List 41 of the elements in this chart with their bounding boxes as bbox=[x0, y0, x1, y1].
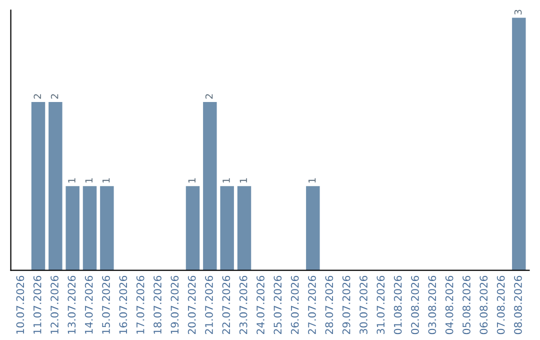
x-tick-label: 14.07.2026 bbox=[84, 276, 93, 334]
x-tick-label: 10.07.2026 bbox=[16, 276, 24, 334]
x-tick-label: 18.07.2026 bbox=[154, 276, 162, 334]
x-tick-label: 24.07.2026 bbox=[256, 276, 264, 334]
x-tick-label: 02.08.2026 bbox=[411, 276, 419, 334]
x-tick-label: 03.08.2026 bbox=[428, 276, 436, 334]
x-tick-label: 22.07.2026 bbox=[222, 276, 230, 334]
x-tick-label: 06.08.2026 bbox=[480, 276, 488, 334]
data-label: 2 bbox=[50, 94, 58, 99]
x-tick-label: 27.07.2026 bbox=[308, 276, 316, 334]
data-label: 1 bbox=[188, 178, 196, 183]
data-label: 1 bbox=[308, 178, 316, 183]
x-tick-label: 29.07.2026 bbox=[342, 276, 350, 334]
x-tick-label: 25.07.2026 bbox=[274, 276, 282, 334]
data-label: 1 bbox=[68, 178, 76, 183]
x-tick-label: 11.07.2026 bbox=[33, 276, 42, 334]
x-tick-label: 28.07.2026 bbox=[325, 276, 334, 334]
x-tick-label: 23.07.2026 bbox=[239, 276, 248, 334]
data-label: 1 bbox=[222, 178, 230, 183]
x-tick-label: 16.07.2026 bbox=[119, 276, 128, 334]
x-tick-label: 08.08.2026 bbox=[514, 276, 522, 334]
x-tick-label: 15.07.2026 bbox=[102, 276, 110, 334]
x-tick-label: 01.08.2026 bbox=[394, 276, 402, 334]
x-tick-label: 20.07.2026 bbox=[188, 276, 196, 334]
data-label: 1 bbox=[240, 178, 247, 183]
x-tick-label: 30.07.2026 bbox=[360, 276, 368, 334]
x-tick-label: 21.07.2026 bbox=[205, 276, 213, 334]
x-tick-label: 17.07.2026 bbox=[136, 276, 144, 334]
data-label: 1 bbox=[85, 178, 92, 183]
x-tick-label: 31.07.2026 bbox=[376, 276, 385, 334]
data-label: 2 bbox=[205, 94, 213, 99]
x-tick-label: 26.07.2026 bbox=[290, 276, 299, 334]
x-tick-label: 12.07.2026 bbox=[50, 276, 58, 334]
data-label: 1 bbox=[102, 178, 110, 183]
x-tick-label: 19.07.2026 bbox=[170, 276, 179, 334]
x-tick-label: 13.07.2026 bbox=[68, 276, 76, 334]
x-tick-label: 07.08.2026 bbox=[496, 276, 505, 334]
data-label: 3 bbox=[514, 10, 522, 15]
data-label: 2 bbox=[34, 94, 41, 99]
x-tick-label: 04.08.2026 bbox=[445, 276, 454, 334]
x-tick-label: 05.08.2026 bbox=[462, 276, 470, 334]
